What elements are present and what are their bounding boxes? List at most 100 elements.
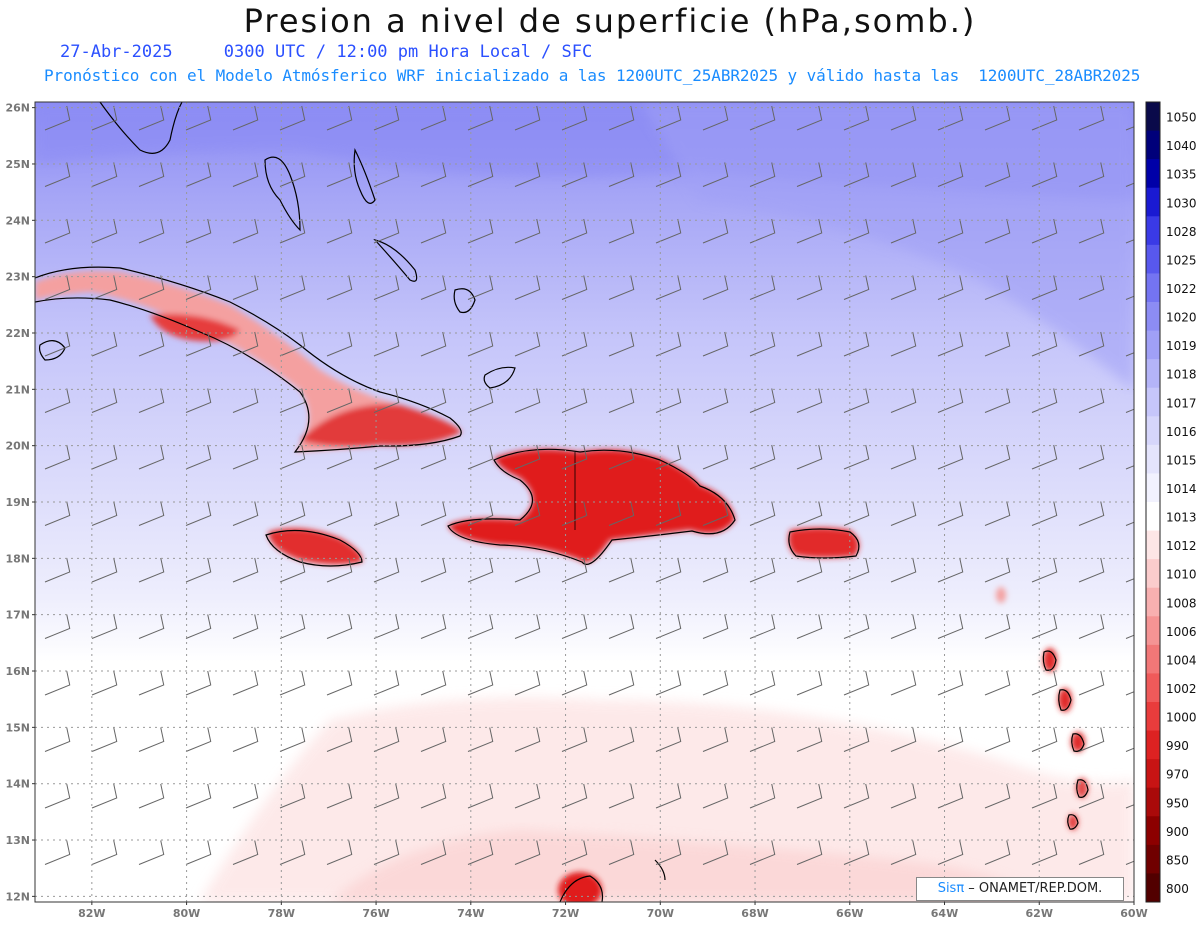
wind-barb — [890, 557, 917, 583]
wind-barb — [44, 388, 71, 413]
wind-barb — [373, 162, 400, 187]
wind-barb — [420, 105, 447, 131]
wind-barb — [467, 614, 494, 639]
colorbar-swatch — [1146, 759, 1160, 789]
wind-barb — [608, 501, 635, 526]
wind-barb — [749, 105, 776, 131]
wind-barb — [514, 501, 541, 526]
wind-barb — [91, 162, 118, 187]
wind-barb — [1078, 727, 1105, 752]
wind-barb — [91, 670, 118, 696]
wind-barb — [232, 388, 259, 413]
wind-barb — [420, 670, 447, 696]
wind-barb — [561, 614, 588, 639]
wind-barb — [608, 727, 635, 752]
lat-label: 24N — [5, 214, 30, 227]
wind-barb — [279, 388, 306, 413]
wind-barb — [937, 388, 964, 413]
wind-barb — [796, 218, 823, 244]
lon-label: 78W — [268, 907, 295, 920]
lon-label: 76W — [362, 907, 389, 920]
wind-barb — [843, 331, 870, 357]
lat-label: 23N — [5, 271, 30, 284]
wind-barb — [702, 614, 729, 639]
wind-barb — [655, 162, 682, 187]
colorbar-swatch — [1146, 244, 1160, 274]
wind-barb — [843, 670, 870, 696]
wind-barb — [608, 331, 635, 357]
pressure-colorbar: 1050 1040 1035 1030 1028 1025 1022 1020 1019 1018… — [1145, 101, 1197, 903]
colorbar-swatch — [1146, 444, 1160, 474]
wind-barb — [702, 218, 729, 244]
wind-barb — [608, 783, 635, 809]
wind-barb — [702, 670, 729, 696]
wind-barb — [138, 331, 165, 357]
wind-barb — [890, 614, 917, 639]
wind-barb — [655, 670, 682, 696]
wind-barb — [326, 275, 353, 300]
colorbar-label: 900 — [1166, 825, 1189, 839]
colorbar-swatch — [1146, 873, 1160, 903]
wind-barb — [373, 783, 400, 809]
wind-barb — [514, 783, 541, 809]
wind-barb — [138, 218, 165, 244]
wind-barb — [937, 501, 964, 526]
wind-barb — [138, 105, 165, 131]
lat-label: 21N — [5, 383, 30, 396]
wind-barb — [279, 614, 306, 639]
wind-barb — [138, 614, 165, 639]
wind-barb — [937, 727, 964, 752]
wind-barb — [561, 331, 588, 357]
wind-barb — [561, 162, 588, 187]
colorbar-label: 1004 — [1166, 653, 1197, 667]
forecast-date: 27-Abr-2025 — [60, 42, 173, 62]
wind-barb — [514, 614, 541, 639]
wind-barb — [44, 105, 71, 131]
wind-barb — [232, 444, 259, 470]
wind-barb — [749, 840, 776, 865]
wind-barb — [326, 162, 353, 187]
wind-barb — [1031, 444, 1058, 470]
wind-barb — [514, 162, 541, 187]
wind-barb — [1031, 388, 1058, 413]
colorbar-swatch — [1146, 387, 1160, 417]
wind-barb — [608, 105, 635, 131]
wind-barb — [655, 275, 682, 300]
colorbar-label: 1020 — [1166, 311, 1197, 325]
wind-barb — [984, 444, 1011, 470]
wind-barb — [44, 840, 71, 865]
wind-barb — [749, 388, 776, 413]
wind-barb — [890, 331, 917, 357]
colorbar-label: 1025 — [1166, 253, 1197, 267]
wind-barb — [420, 218, 447, 244]
wind-barb — [655, 388, 682, 413]
wind-barb — [44, 218, 71, 244]
wind-barb — [984, 218, 1011, 244]
lat-label: 17N — [5, 609, 30, 622]
wind-barb — [279, 218, 306, 244]
lat-label: 25N — [5, 158, 30, 171]
wind-barb — [467, 444, 494, 470]
wind-barb — [420, 614, 447, 639]
wind-barb — [185, 727, 212, 752]
colorbar-label: 1028 — [1166, 225, 1197, 239]
wind-barb — [843, 105, 870, 131]
wind-barb — [467, 501, 494, 526]
colorbar-swatch — [1146, 730, 1160, 760]
wind-barb — [373, 444, 400, 470]
wind-barb — [420, 727, 447, 752]
wind-barb — [937, 557, 964, 583]
colorbar-swatch — [1146, 502, 1160, 532]
wind-barb — [138, 670, 165, 696]
wind-barb — [44, 331, 71, 357]
wind-barb — [702, 331, 729, 357]
wind-barb — [937, 331, 964, 357]
wind-barb — [279, 444, 306, 470]
wind-barb — [890, 275, 917, 300]
forecast-info-line: Pronóstico con el Modelo Atmósferico WRF… — [44, 66, 1141, 85]
wind-barb — [749, 727, 776, 752]
wind-barb — [561, 783, 588, 809]
wind-barb — [420, 501, 447, 526]
wind-barb — [937, 275, 964, 300]
